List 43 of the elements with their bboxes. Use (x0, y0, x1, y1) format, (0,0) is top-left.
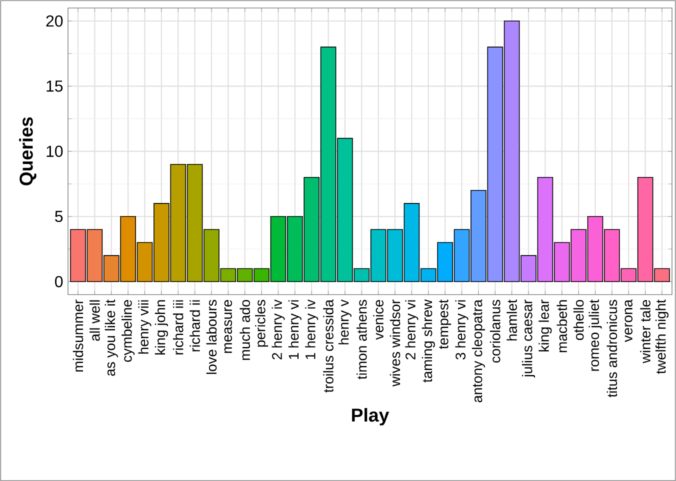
y-tick-label: 10 (46, 146, 63, 157)
y-axis-title: Queries (19, 117, 36, 186)
x-tick-label: king john (154, 300, 168, 354)
x-tick-label: macbeth (556, 300, 568, 352)
x-tick-label: coriolanus (490, 300, 500, 362)
y-tick-label: 5 (55, 210, 63, 222)
x-tick-label: julius caesar (522, 299, 536, 378)
x-tick-label: twelfth night (655, 299, 669, 374)
y-tick-label: 15 (46, 80, 63, 92)
x-tick-label: romeo juliet (588, 299, 602, 371)
x-tick-label: much ado (240, 300, 250, 360)
x-axis-title: Play (352, 408, 390, 426)
x-tick-label: verona (624, 299, 632, 342)
x-tick-label: henry v (338, 299, 352, 344)
x-tick-label: titus andronicus (606, 300, 618, 398)
x-tick-label: 1 henry vi (288, 300, 302, 359)
x-tick-label: 1 henry iv (305, 299, 318, 359)
x-tick-label: as you like it (104, 299, 118, 376)
x-tick-label: tempest (439, 299, 452, 349)
y-tick-label: 20 (46, 15, 63, 27)
x-tick-label: cymbeline (122, 300, 135, 362)
x-tick-label: measure (224, 300, 232, 353)
x-tick-label: winter tale (640, 300, 650, 364)
x-tick-label: love labours (206, 300, 217, 374)
x-tick-label: henry viii (138, 300, 152, 354)
x-tick-label: taming shrew (422, 299, 435, 382)
x-tick-label: venice (373, 300, 384, 340)
x-tick-label: 2 henry iv (272, 299, 285, 360)
x-tick-label: 2 henry vi (405, 300, 418, 360)
x-tick-label: antony cleopatra (472, 299, 485, 402)
x-tick-label: richard iii (172, 300, 184, 354)
x-tick-label: hamlet (506, 299, 517, 340)
x-tick-label: richard ii (190, 300, 200, 352)
x-tick-label: troilus cressida (323, 299, 334, 392)
x-tick-label: all well (90, 300, 100, 341)
x-tick-label: othello (573, 300, 584, 340)
y-tick-label: 0 (55, 276, 63, 288)
x-tick-label: timon athens (356, 300, 367, 380)
x-tick-label: pericles (255, 300, 268, 347)
x-tick-label: king lear (538, 299, 552, 352)
x-tick-label: midsummer (72, 299, 84, 372)
x-tick-label: wives windsor (390, 299, 400, 386)
x-tick-label: 3 henry vi (455, 300, 468, 360)
